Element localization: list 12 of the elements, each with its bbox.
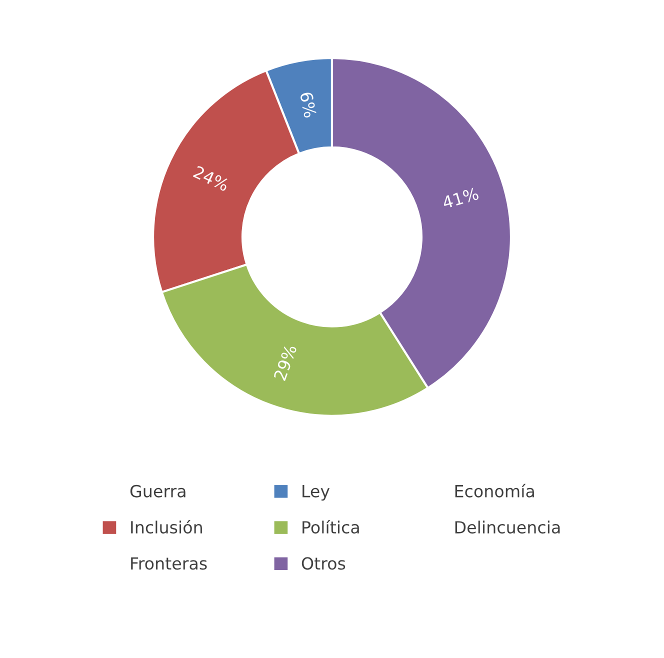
data-label: 24% [192, 165, 230, 192]
category-label: Fronteras [131, 557, 207, 570]
data-label: 6% [300, 92, 317, 118]
category-label: Economía [455, 484, 534, 498]
data-label: 41% [442, 187, 480, 210]
legend-label: Otros [302, 557, 346, 570]
category-label: Guerra [130, 484, 186, 498]
legend-label: Ley [302, 485, 330, 501]
legend-label: Política [302, 520, 359, 534]
category-label: Delincuencia [455, 520, 560, 534]
legend-label: Inclusión [131, 520, 202, 534]
data-label: 29% [273, 344, 298, 382]
